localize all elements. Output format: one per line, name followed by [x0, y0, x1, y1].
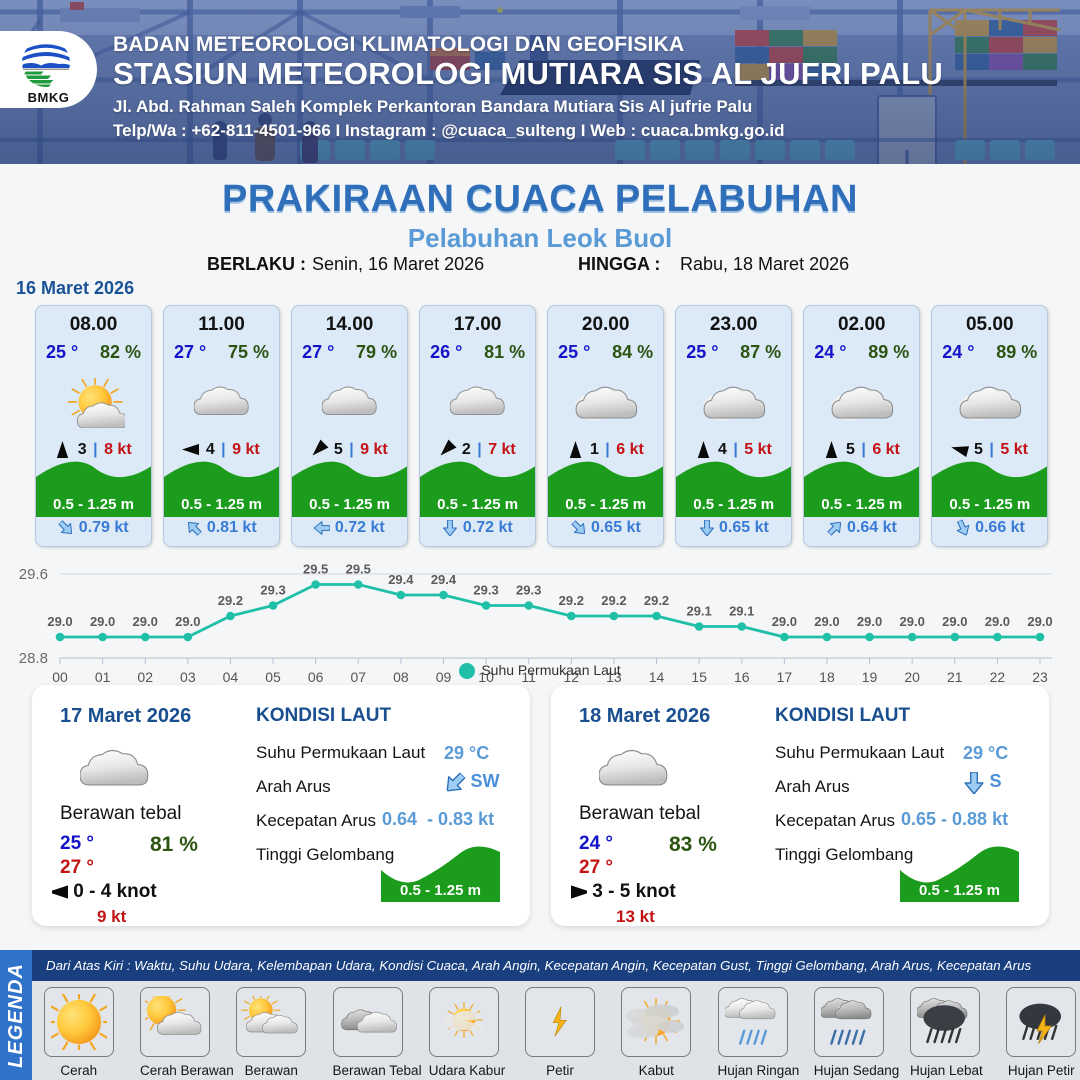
svg-text:29.0: 29.0 — [985, 614, 1010, 629]
svg-text:29.3: 29.3 — [260, 583, 285, 598]
svg-text:29.2: 29.2 — [559, 593, 584, 608]
svg-text:29.5: 29.5 — [303, 562, 328, 577]
svg-text:29.0: 29.0 — [900, 614, 925, 629]
svg-text:29.1: 29.1 — [686, 604, 711, 619]
svg-text:29.0: 29.0 — [47, 614, 72, 629]
svg-text:29.1: 29.1 — [729, 604, 754, 619]
svg-text:29.0: 29.0 — [175, 614, 200, 629]
svg-text:29.6: 29.6 — [19, 566, 48, 583]
svg-text:29.0: 29.0 — [942, 614, 967, 629]
svg-text:29.2: 29.2 — [601, 593, 626, 608]
svg-text:29.2: 29.2 — [644, 593, 669, 608]
svg-text:29.0: 29.0 — [90, 614, 115, 629]
svg-text:29.4: 29.4 — [388, 572, 414, 587]
svg-text:29.2: 29.2 — [218, 593, 243, 608]
svg-text:29.0: 29.0 — [133, 614, 158, 629]
svg-text:29.3: 29.3 — [473, 583, 498, 598]
svg-text:29.0: 29.0 — [1027, 614, 1052, 629]
svg-text:29.3: 29.3 — [516, 583, 541, 598]
svg-text:29.0: 29.0 — [814, 614, 839, 629]
svg-text:29.0: 29.0 — [772, 614, 797, 629]
svg-text:29.0: 29.0 — [857, 614, 882, 629]
svg-text:29.5: 29.5 — [346, 562, 371, 577]
svg-text:29.4: 29.4 — [431, 572, 457, 587]
